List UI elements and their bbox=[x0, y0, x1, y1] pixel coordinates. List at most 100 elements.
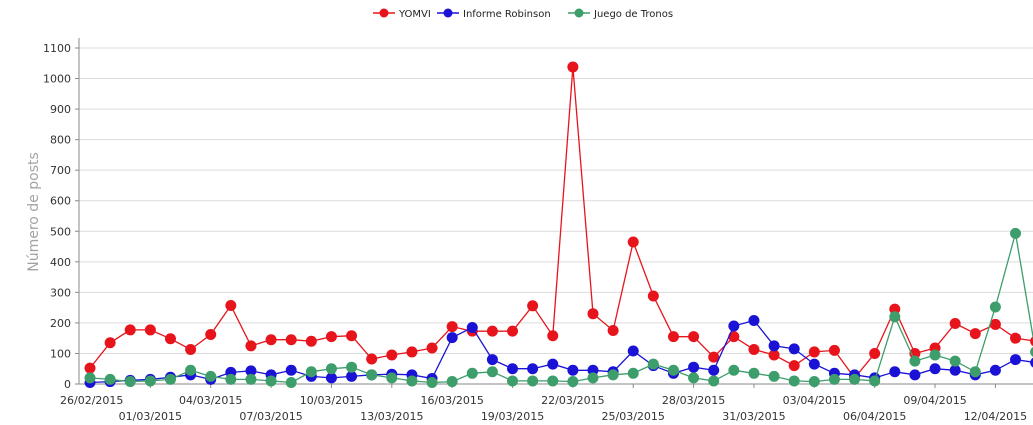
x-tick-label: 31/03/2015 bbox=[722, 410, 785, 423]
data-point bbox=[969, 366, 981, 378]
data-point bbox=[346, 361, 358, 373]
data-point bbox=[587, 364, 599, 376]
y-tick-label: 0 bbox=[64, 378, 71, 391]
data-point bbox=[889, 366, 901, 378]
data-point bbox=[185, 343, 197, 355]
data-point bbox=[647, 358, 659, 370]
x-tick-label: 07/03/2015 bbox=[239, 410, 302, 423]
data-point bbox=[527, 300, 539, 312]
legend-item: Juego de Tronos bbox=[568, 8, 673, 20]
x-tick-label: 09/04/2015 bbox=[903, 394, 966, 407]
data-point bbox=[808, 376, 820, 388]
data-point bbox=[929, 349, 941, 361]
data-point bbox=[949, 318, 961, 330]
data-point bbox=[406, 375, 418, 387]
data-point bbox=[708, 364, 720, 376]
x-tick-label: 10/03/2015 bbox=[300, 394, 363, 407]
y-tick-label: 1100 bbox=[43, 42, 71, 55]
data-point bbox=[1010, 227, 1022, 239]
data-point bbox=[466, 321, 478, 333]
x-tick-label: 04/03/2015 bbox=[179, 394, 242, 407]
y-tick-label: 600 bbox=[50, 195, 71, 208]
data-point bbox=[728, 320, 740, 332]
y-tick-label: 700 bbox=[50, 164, 71, 177]
data-point bbox=[486, 354, 498, 366]
data-point bbox=[104, 373, 116, 385]
data-point bbox=[808, 358, 820, 370]
data-point bbox=[104, 337, 116, 349]
data-point bbox=[587, 308, 599, 320]
data-point bbox=[547, 358, 559, 370]
data-point bbox=[486, 366, 498, 378]
data-point bbox=[627, 367, 639, 379]
data-point bbox=[285, 334, 297, 346]
data-point bbox=[929, 363, 941, 375]
y-tick-label: 500 bbox=[50, 225, 71, 238]
data-point bbox=[607, 325, 619, 337]
legend-item: YOMVI bbox=[373, 8, 431, 20]
y-tick-label: 300 bbox=[50, 286, 71, 299]
data-point bbox=[909, 355, 921, 367]
data-point bbox=[728, 364, 740, 376]
data-point bbox=[728, 331, 740, 343]
data-point bbox=[507, 325, 519, 337]
y-tick-label: 800 bbox=[50, 134, 71, 147]
data-point bbox=[627, 236, 639, 248]
legend-label: Informe Robinson bbox=[463, 9, 551, 20]
series-yomvi bbox=[84, 61, 1033, 384]
data-point bbox=[708, 375, 720, 387]
y-tick-label: 900 bbox=[50, 103, 71, 116]
legend-marker bbox=[443, 8, 453, 18]
data-point bbox=[567, 61, 579, 73]
data-point bbox=[828, 373, 840, 385]
y-tick-label: 100 bbox=[50, 347, 71, 360]
data-point bbox=[627, 345, 639, 357]
x-tick-label: 03/04/2015 bbox=[783, 394, 846, 407]
data-point bbox=[426, 342, 438, 354]
data-point bbox=[84, 372, 96, 384]
data-point bbox=[647, 290, 659, 302]
x-tick-label: 13/03/2015 bbox=[360, 410, 423, 423]
data-point bbox=[426, 376, 438, 388]
legend-marker bbox=[379, 8, 389, 18]
series-juego-de-tronos bbox=[84, 227, 1033, 388]
x-tick-label: 26/02/2015 bbox=[60, 394, 123, 407]
data-point bbox=[869, 347, 881, 359]
data-point bbox=[285, 364, 297, 376]
x-tick-label: 16/03/2015 bbox=[420, 394, 483, 407]
data-point bbox=[667, 364, 679, 376]
data-point bbox=[667, 331, 679, 343]
data-point bbox=[124, 324, 136, 336]
data-point bbox=[688, 361, 700, 373]
legend-marker bbox=[574, 8, 584, 18]
data-point bbox=[164, 373, 176, 385]
data-point bbox=[446, 332, 458, 344]
y-tick-labels: 0 100 200 300 400 500 600 700 800 900 1000 1100 bbox=[43, 42, 79, 391]
x-tick-label: 25/03/2015 bbox=[602, 410, 665, 423]
legend-label: YOMVI bbox=[398, 9, 431, 20]
data-point bbox=[688, 372, 700, 384]
data-point bbox=[527, 375, 539, 387]
data-point bbox=[748, 314, 760, 326]
data-point bbox=[1010, 332, 1022, 344]
data-point bbox=[969, 328, 981, 340]
series-layer bbox=[84, 61, 1033, 388]
data-point bbox=[788, 375, 800, 387]
data-point bbox=[869, 375, 881, 387]
data-point bbox=[265, 375, 277, 387]
data-point bbox=[305, 335, 317, 347]
data-point bbox=[366, 353, 378, 365]
data-point bbox=[1030, 347, 1033, 357]
data-point bbox=[205, 329, 217, 341]
data-point bbox=[788, 343, 800, 355]
x-tick-labels: 26/02/2015 01/03/2015 04/03/2015 07/03/2015… bbox=[60, 384, 1027, 423]
data-point bbox=[346, 370, 358, 382]
data-point bbox=[708, 351, 720, 363]
x-tick-label: 19/03/2015 bbox=[481, 410, 544, 423]
data-point bbox=[144, 375, 156, 387]
data-point bbox=[949, 355, 961, 367]
data-point bbox=[507, 363, 519, 375]
data-point bbox=[989, 318, 1001, 330]
data-point bbox=[325, 331, 337, 343]
